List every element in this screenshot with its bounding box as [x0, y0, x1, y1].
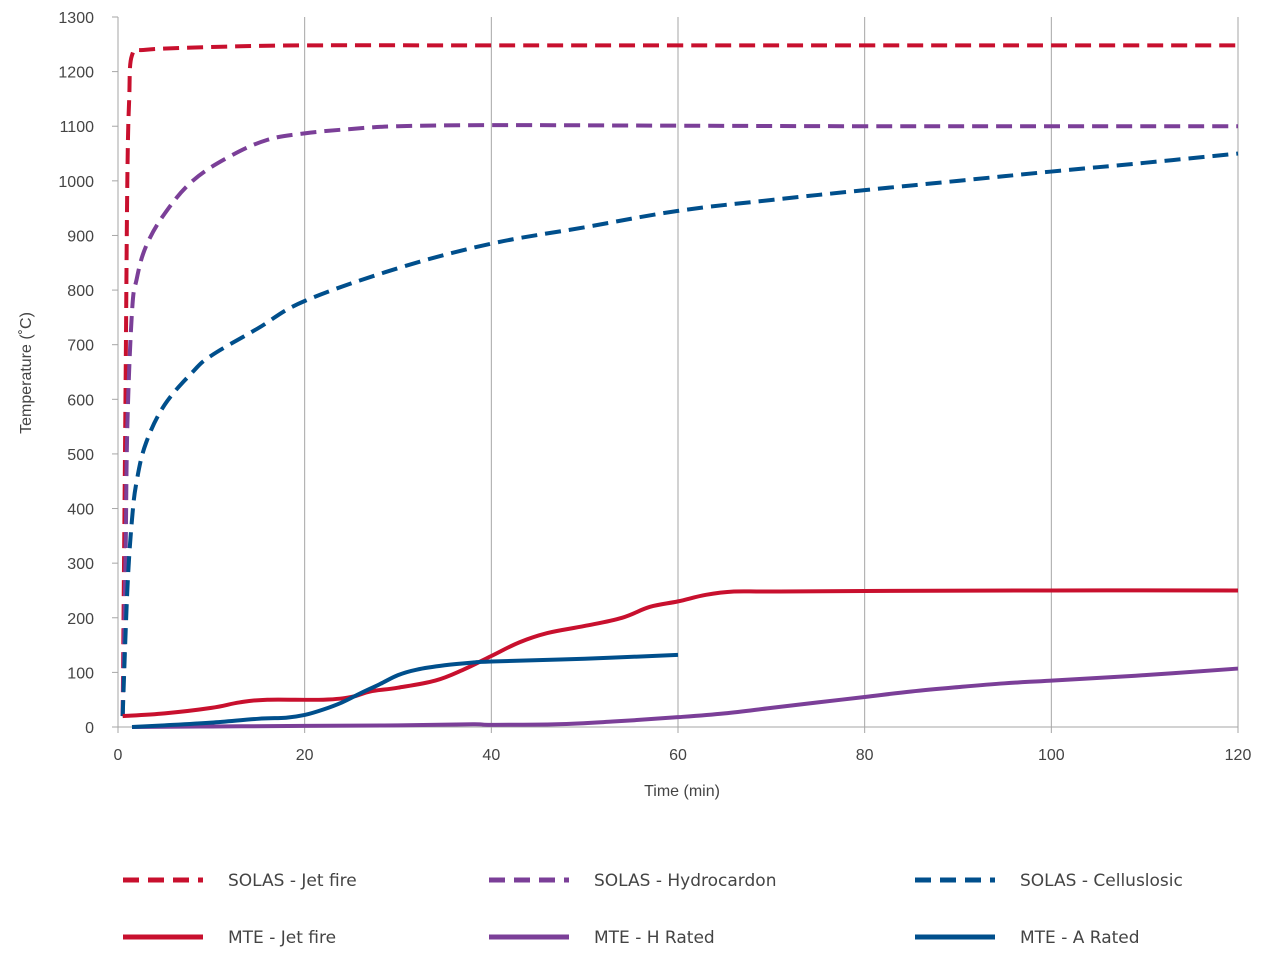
y-tick-label: 900 [67, 228, 94, 245]
legend-item-mte-h-rated: MTE - H Rated [489, 928, 715, 948]
y-tick-label: 600 [67, 392, 94, 409]
series-line-mte-jet-fire [122, 588, 1239, 719]
legend-item-solas-jet-fire: SOLAS - Jet fire [123, 871, 357, 891]
x-tick-label: 40 [482, 747, 500, 764]
x-tick-label: 60 [669, 747, 687, 764]
y-tick-label: 1200 [58, 65, 94, 82]
series-lines [120, 43, 1239, 729]
grid [304, 17, 1239, 727]
x-axis-title: Time (min) [644, 783, 720, 800]
x-tick-label: 120 [1225, 747, 1252, 764]
y-tick-label: 200 [67, 611, 94, 628]
y-tick-label: 1100 [60, 119, 95, 136]
legend-item-solas-celluslosic: SOLAS - Celluslosic [915, 871, 1183, 891]
legend-label: SOLAS - Hydrocardon [594, 871, 776, 891]
y-tick-label: 700 [67, 338, 94, 355]
series-line-mte-a-rated [131, 652, 679, 729]
y-tick-label: 300 [67, 556, 94, 573]
legend-label: SOLAS - Jet fire [228, 871, 357, 891]
x-tick-label: 80 [856, 747, 874, 764]
x-tick-label: 100 [1038, 747, 1065, 764]
legend-item-mte-jet-fire: MTE - Jet fire [123, 928, 336, 948]
series-line-solas-jet-fire [120, 43, 1238, 717]
x-tick-label: 0 [114, 747, 123, 764]
y-tick-label: 500 [67, 447, 94, 464]
legend-label: MTE - A Rated [1020, 928, 1140, 948]
y-tick-label: 400 [67, 502, 94, 519]
legend-label: MTE - H Rated [594, 928, 715, 948]
y-tick-label: 800 [67, 283, 94, 300]
y-axis-title: Temperature (˚C) [18, 312, 35, 434]
y-tick-label: 100 [67, 665, 94, 682]
legend-label: SOLAS - Celluslosic [1020, 871, 1183, 891]
legend-item-solas-hydrocardon: SOLAS - Hydrocardon [489, 871, 776, 891]
series-line-mte-h-rated [131, 666, 1239, 729]
x-tick-label: 20 [296, 747, 314, 764]
y-tick-label: 1300 [58, 10, 94, 27]
y-tick-label: 0 [85, 720, 94, 737]
legend: SOLAS - Jet fire SOLAS - Hydrocardon SOLAS… [123, 871, 1183, 948]
y-tick-label: 1000 [58, 174, 94, 191]
series-line-solas-hydrocardon [120, 123, 1238, 717]
tick-labels: 0100200300400500600700800900100011001200… [58, 10, 1251, 764]
legend-item-mte-a-rated: MTE - A Rated [915, 928, 1140, 948]
legend-label: MTE - Jet fire [228, 928, 336, 948]
series-line-solas-celluslosic [120, 151, 1239, 717]
